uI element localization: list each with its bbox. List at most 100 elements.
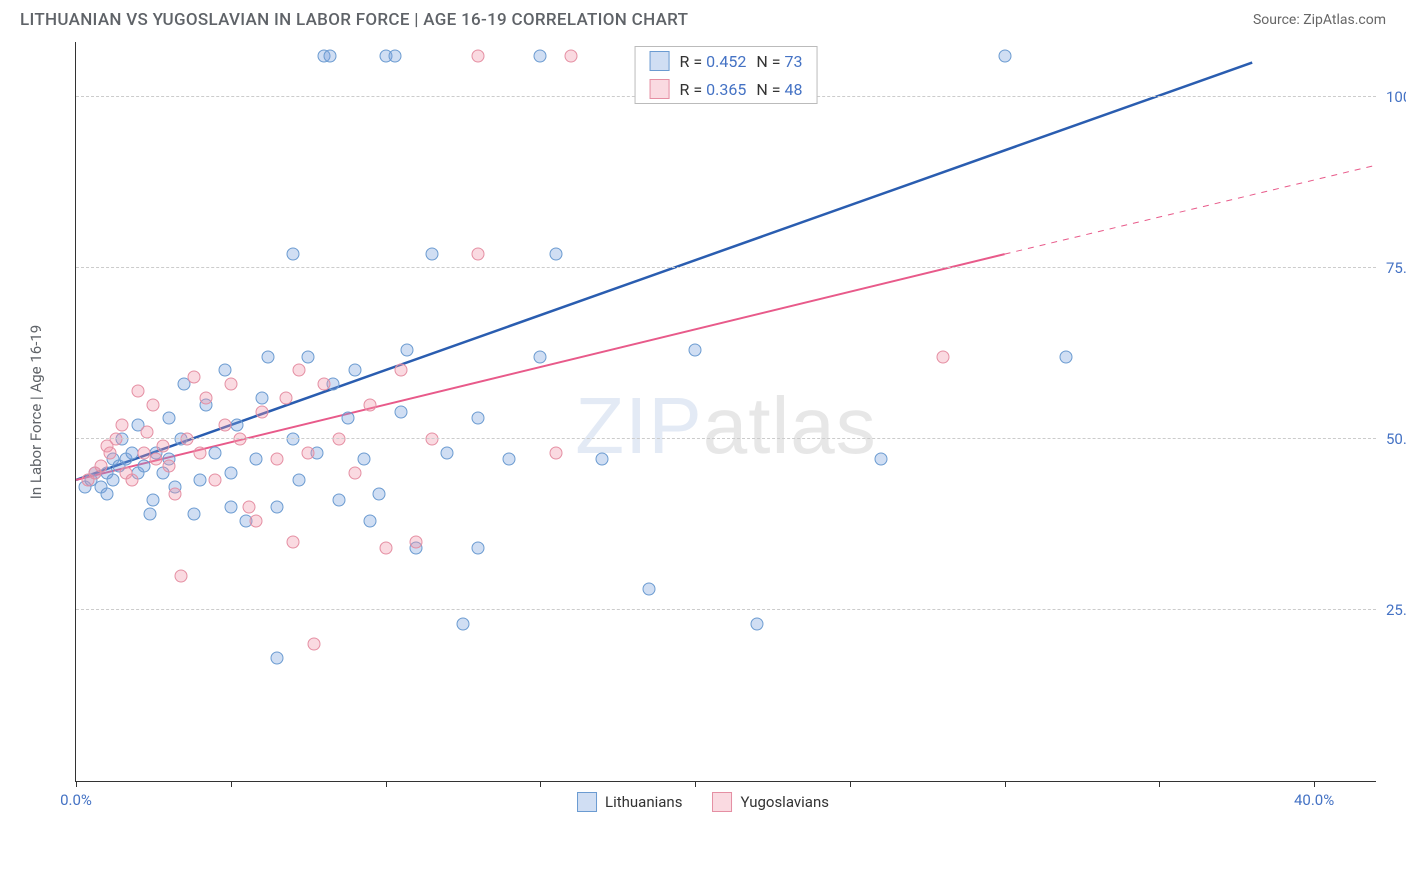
swatch-lithuanians (577, 792, 597, 812)
data-point-lithuanians (689, 343, 702, 356)
x-tick (231, 781, 232, 787)
legend-item-yugoslavians: Yugoslavians (712, 792, 829, 812)
legend-label: Lithuanians (605, 793, 682, 811)
trendline-lithuanians (76, 63, 1252, 480)
data-point-yugoslavians (317, 378, 330, 391)
data-point-lithuanians (549, 248, 562, 261)
data-point-lithuanians (100, 487, 113, 500)
data-point-yugoslavians (292, 364, 305, 377)
x-tick (76, 781, 77, 787)
data-point-yugoslavians (234, 432, 247, 445)
data-point-yugoslavians (549, 446, 562, 459)
data-point-yugoslavians (364, 398, 377, 411)
data-point-yugoslavians (472, 248, 485, 261)
data-point-lithuanians (187, 508, 200, 521)
y-tick-label: 100.0% (1386, 88, 1406, 106)
data-point-yugoslavians (395, 364, 408, 377)
data-point-lithuanians (388, 49, 401, 62)
data-point-yugoslavians (181, 432, 194, 445)
data-point-yugoslavians (410, 535, 423, 548)
data-point-yugoslavians (150, 453, 163, 466)
swatch-yugoslavians (712, 792, 732, 812)
n-label: N = 48 (756, 80, 802, 99)
x-tick (1314, 781, 1315, 787)
data-point-lithuanians (147, 494, 160, 507)
data-point-lithuanians (395, 405, 408, 418)
data-point-lithuanians (261, 350, 274, 363)
data-point-lithuanians (271, 501, 284, 514)
y-axis-title: In Labor Force | Age 16-19 (27, 324, 45, 498)
data-point-yugoslavians (141, 426, 154, 439)
data-point-lithuanians (503, 453, 516, 466)
watermark: ZIPatlas (575, 380, 876, 472)
data-point-yugoslavians (255, 405, 268, 418)
data-point-lithuanians (373, 487, 386, 500)
data-point-yugoslavians (147, 398, 160, 411)
plot-area: In Labor Force | Age 16-19 R = 0.452 N =… (75, 42, 1376, 782)
data-point-lithuanians (456, 617, 469, 630)
chart-header: LITHUANIAN VS YUGOSLAVIAN IN LABOR FORCE… (0, 0, 1406, 38)
data-point-yugoslavians (280, 391, 293, 404)
trendline-ext-yugoslavians (1005, 165, 1376, 254)
data-point-lithuanians (286, 432, 299, 445)
data-point-lithuanians (534, 49, 547, 62)
chart-container: In Labor Force | Age 16-19 R = 0.452 N =… (20, 42, 1386, 842)
data-point-lithuanians (472, 412, 485, 425)
data-point-yugoslavians (110, 432, 123, 445)
data-point-yugoslavians (472, 49, 485, 62)
data-point-lithuanians (286, 248, 299, 261)
x-tick-label: 0.0% (60, 791, 92, 809)
data-point-lithuanians (302, 350, 315, 363)
correlation-legend: R = 0.452 N = 73 R = 0.365 N = 48 (635, 46, 818, 104)
data-point-lithuanians (255, 391, 268, 404)
data-point-yugoslavians (243, 501, 256, 514)
x-tick (1159, 781, 1160, 787)
series-legend: Lithuanians Yugoslavians (577, 792, 829, 812)
chart-title: LITHUANIAN VS YUGOSLAVIAN IN LABOR FORCE… (20, 10, 688, 30)
trend-lines-svg (76, 42, 1376, 781)
data-point-lithuanians (425, 248, 438, 261)
data-point-lithuanians (472, 542, 485, 555)
data-point-yugoslavians (94, 460, 107, 473)
data-point-yugoslavians (162, 460, 175, 473)
data-point-lithuanians (224, 501, 237, 514)
data-point-lithuanians (401, 343, 414, 356)
data-point-lithuanians (292, 473, 305, 486)
data-point-yugoslavians (308, 638, 321, 651)
data-point-yugoslavians (379, 542, 392, 555)
gridline (76, 438, 1376, 439)
swatch-yugoslavians (650, 79, 670, 99)
y-tick-label: 25.0% (1386, 601, 1406, 619)
legend-row-lithuanians: R = 0.452 N = 73 (636, 47, 817, 75)
data-point-lithuanians (193, 473, 206, 486)
data-point-lithuanians (998, 49, 1011, 62)
data-point-lithuanians (209, 446, 222, 459)
data-point-yugoslavians (200, 391, 213, 404)
data-point-lithuanians (162, 412, 175, 425)
data-point-yugoslavians (286, 535, 299, 548)
data-point-lithuanians (271, 651, 284, 664)
data-point-yugoslavians (936, 350, 949, 363)
data-point-yugoslavians (169, 487, 182, 500)
x-tick-label: 40.0% (1294, 791, 1334, 809)
data-point-lithuanians (348, 364, 361, 377)
data-point-yugoslavians (104, 446, 117, 459)
x-tick (540, 781, 541, 787)
data-point-yugoslavians (131, 384, 144, 397)
data-point-lithuanians (218, 364, 231, 377)
data-point-yugoslavians (218, 419, 231, 432)
data-point-lithuanians (1060, 350, 1073, 363)
data-point-yugoslavians (116, 419, 129, 432)
data-point-yugoslavians (249, 514, 262, 527)
data-point-lithuanians (333, 494, 346, 507)
data-point-lithuanians (750, 617, 763, 630)
data-point-yugoslavians (209, 473, 222, 486)
data-point-lithuanians (441, 446, 454, 459)
data-point-lithuanians (874, 453, 887, 466)
source-label: Source: ZipAtlas.com (1253, 12, 1386, 28)
data-point-lithuanians (596, 453, 609, 466)
data-point-yugoslavians (224, 378, 237, 391)
r-label: R = 0.452 (680, 52, 747, 71)
r-label: R = 0.365 (680, 80, 747, 99)
data-point-yugoslavians (565, 49, 578, 62)
